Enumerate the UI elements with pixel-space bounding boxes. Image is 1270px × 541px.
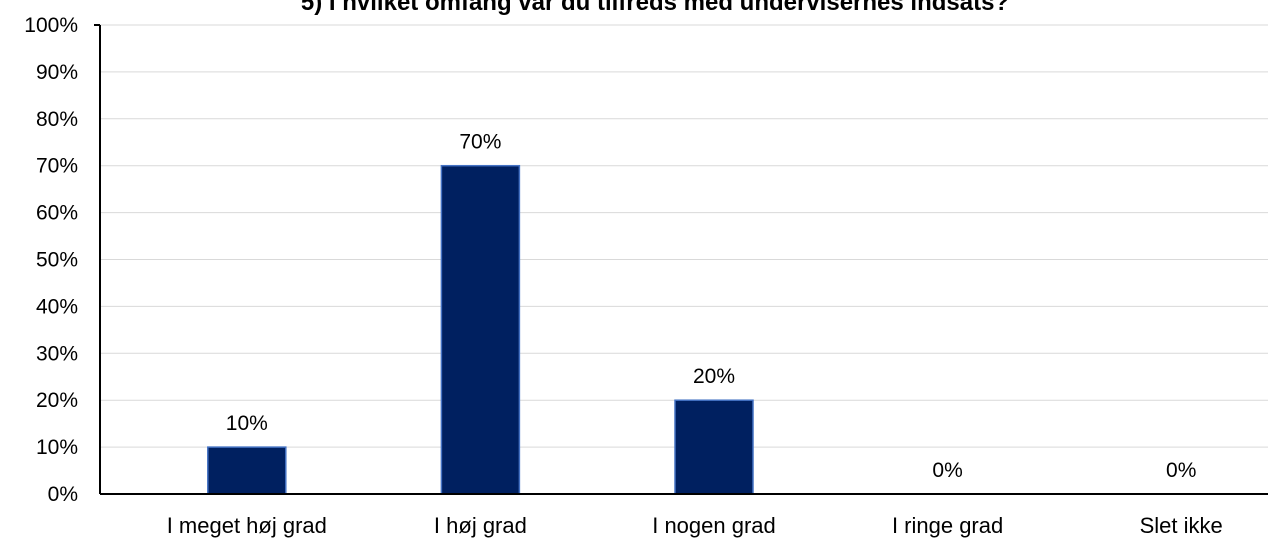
bar	[674, 399, 754, 495]
data-label: 70%	[459, 131, 501, 154]
y-tick-label: 60%	[36, 202, 78, 225]
category-label: Slet ikke	[1140, 513, 1223, 538]
bars	[207, 164, 754, 495]
y-tick-label: 10%	[36, 436, 78, 459]
bar	[207, 446, 287, 495]
y-tick-label: 100%	[24, 14, 78, 37]
chart-title: 5) I hvilket omfang var du tilfreds med …	[301, 0, 1009, 16]
y-tick-label: 30%	[36, 342, 78, 365]
category-label: I høj grad	[434, 513, 527, 538]
y-tick-label: 40%	[36, 295, 78, 318]
y-tick-label: 0%	[48, 483, 78, 506]
data-labels: 10% 70% 20% 0% 0%	[226, 131, 1197, 482]
category-labels: I meget høj grad I høj grad I nogen grad I …	[167, 513, 1223, 538]
gridlines	[100, 24, 1268, 448]
data-label: 0%	[1166, 459, 1196, 482]
y-axis-ticks: 0% 10% 20% 30% 40% 50% 60% 70% 80% 90% 100%	[24, 14, 78, 506]
y-tick-label: 70%	[36, 155, 78, 178]
bar	[440, 164, 521, 495]
data-label: 10%	[226, 412, 268, 435]
data-label: 0%	[932, 459, 962, 482]
category-label: I nogen grad	[652, 513, 776, 538]
data-label: 20%	[693, 365, 735, 388]
axes	[94, 24, 1268, 495]
y-tick-label: 20%	[36, 389, 78, 412]
category-label: I meget høj grad	[167, 513, 327, 538]
y-tick-label: 80%	[36, 108, 78, 131]
y-tick-label: 90%	[36, 61, 78, 84]
category-label: I ringe grad	[892, 513, 1003, 538]
y-tick-label: 50%	[36, 249, 78, 272]
